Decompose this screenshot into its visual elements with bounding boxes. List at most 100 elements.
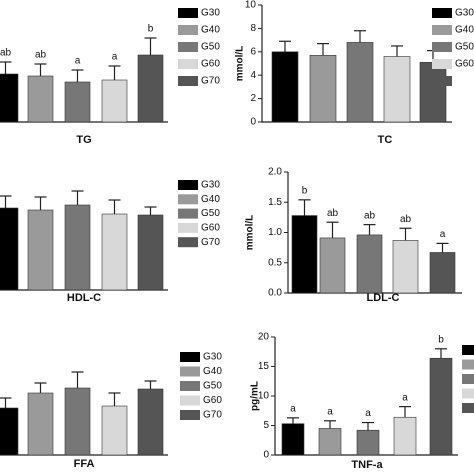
bar (27, 75, 54, 123)
legend-label: G30 (203, 352, 222, 363)
legend-label: G70 (203, 410, 222, 421)
legend-label: G50 (455, 42, 474, 53)
significance-label: a (402, 392, 408, 403)
legend-swatch (432, 25, 452, 35)
bar (0, 207, 19, 291)
legend-swatch (178, 25, 198, 35)
legend-swatch (178, 237, 198, 248)
bar (346, 42, 374, 123)
legend-swatch (180, 395, 200, 406)
legend-swatch (180, 410, 200, 420)
legend-swatch (432, 76, 452, 86)
legend-swatch (178, 180, 198, 190)
legend-swatch (180, 381, 200, 391)
bar (291, 215, 318, 294)
significance-label: a (75, 56, 81, 67)
significance-label: ab (327, 208, 339, 219)
bar (64, 387, 91, 456)
y-axis-label: mmol/L (235, 46, 246, 82)
bar (281, 423, 305, 456)
legend-swatch (462, 345, 474, 355)
y-tick-label: 6 (250, 46, 256, 57)
bar (429, 252, 456, 294)
bar (271, 51, 299, 123)
y-tick-label: 8 (250, 23, 256, 34)
y-tick-label: 10 (245, 0, 257, 11)
y-axis-label: pg/mL (250, 381, 261, 411)
legend-swatch (178, 8, 198, 18)
significance-label: ab (400, 214, 412, 225)
legend-label: G40 (455, 25, 474, 36)
legend-label: G60 (201, 59, 220, 70)
chart-title: TC (378, 134, 393, 146)
bar (64, 204, 91, 291)
legend-swatch (462, 403, 474, 413)
legend-swatch (432, 59, 452, 69)
bar (137, 214, 164, 291)
significance-label: a (365, 408, 371, 419)
bar (27, 209, 54, 291)
legend-label: G30 (455, 8, 474, 19)
legend-swatch (178, 59, 198, 69)
bar (0, 407, 19, 456)
legend-swatch (180, 352, 200, 362)
legend-label: G50 (201, 208, 220, 219)
significance-label: a (327, 406, 333, 417)
y-tick-label: 0 (263, 450, 269, 461)
bar (137, 54, 164, 123)
significance-label: b (438, 334, 444, 345)
y-axis-label: mmol/L (245, 215, 256, 251)
significance-label: ab (364, 210, 376, 221)
legend-swatch (462, 388, 474, 399)
bar (101, 213, 128, 291)
bar (101, 79, 128, 123)
legend-swatch (178, 76, 198, 86)
bar (309, 55, 337, 123)
legend-label: G30 (201, 180, 220, 191)
bar (419, 62, 447, 123)
y-tick-label: 1.0 (268, 227, 282, 238)
significance-label: a (112, 52, 118, 63)
bar (101, 405, 128, 456)
legend-swatch (178, 194, 198, 205)
chart-title: TG (76, 134, 91, 146)
bar (383, 56, 411, 123)
legend-label: G40 (201, 25, 220, 36)
legend-label: G50 (203, 381, 222, 392)
legend-swatch (432, 42, 452, 52)
bar (27, 392, 54, 456)
chart-title: LDL-C (367, 292, 400, 304)
legend-swatch (178, 208, 198, 219)
y-tick-label: 0.0 (268, 288, 282, 299)
chart-title: FFA (74, 458, 95, 470)
legend-label: G60 (201, 223, 220, 234)
significance-label: ab (35, 50, 47, 61)
significance-label: a (290, 403, 296, 414)
bar (318, 428, 342, 456)
significance-label: b (302, 185, 308, 196)
legend-label: G70 (201, 76, 220, 87)
legend-swatch (432, 8, 452, 18)
legend-label: G60 (203, 395, 222, 406)
bar (392, 240, 419, 294)
bar (393, 416, 417, 456)
y-tick-label: 4 (250, 70, 256, 81)
legend-swatch (178, 42, 198, 52)
bar (429, 357, 453, 456)
bar (137, 388, 164, 456)
y-tick-label: 20 (258, 332, 270, 343)
bar (64, 81, 91, 123)
chart-title: TNF-a (351, 459, 383, 471)
significance-label: ab (0, 48, 11, 59)
y-tick-label: 5 (263, 420, 269, 431)
y-tick-label: 15 (258, 361, 270, 372)
legend-swatch (180, 366, 200, 377)
y-tick-label: 2.0 (268, 167, 282, 178)
bar (356, 234, 383, 294)
bar (319, 237, 346, 294)
legend-swatch (462, 359, 474, 370)
legend-label: G40 (203, 366, 222, 377)
legend-label: G50 (201, 42, 220, 53)
y-tick-label: 2 (250, 93, 256, 104)
